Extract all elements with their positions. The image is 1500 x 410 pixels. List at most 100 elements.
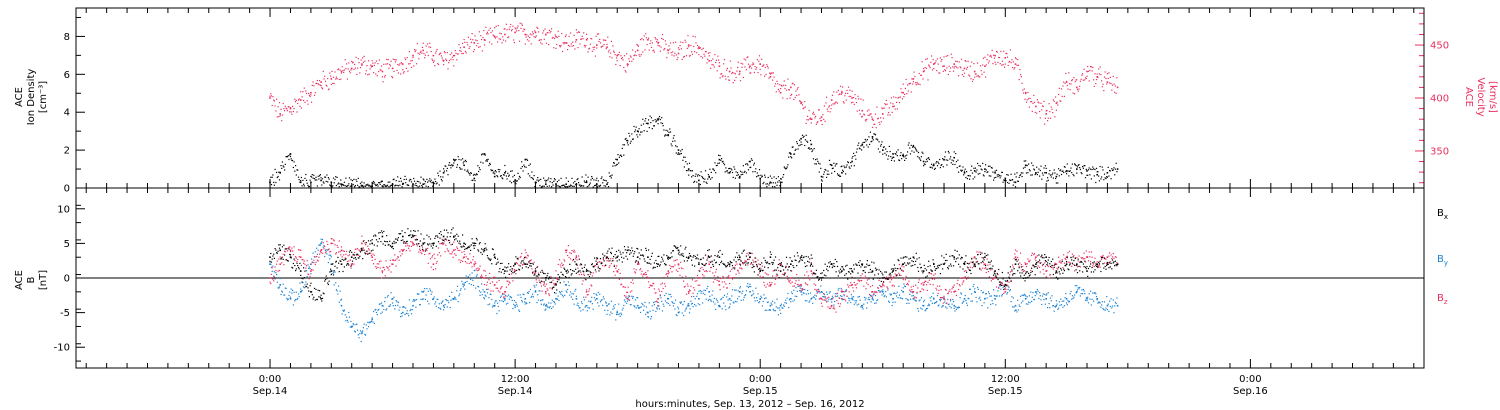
bz-dot-sample: [965, 270, 967, 272]
bz-dot-sample: [913, 297, 915, 299]
density-dot-sample: [1002, 181, 1004, 183]
velocity-dot-sample: [342, 69, 344, 72]
velocity-dot-sample: [520, 27, 522, 29]
bz-dot-sample: [445, 244, 447, 246]
bz-dot-sample: [436, 260, 438, 263]
bz-dot-sample: [775, 275, 777, 277]
bz-dot-sample: [643, 273, 645, 275]
density-dot-sample: [734, 177, 736, 179]
density-dot-sample: [890, 159, 893, 161]
by-dot-sample: [667, 297, 669, 300]
velocity-dot-sample: [457, 53, 459, 55]
bz-dot-sample: [624, 286, 626, 288]
by-dot-point: [861, 304, 864, 307]
velocity-dot-sample: [646, 44, 648, 46]
velocity-dot-sample: [308, 94, 310, 96]
velocity-dot-sample: [1081, 74, 1083, 76]
bz-dot-sample: [430, 266, 432, 268]
density-dot-sample: [290, 158, 292, 160]
bz-dot-point: [1024, 263, 1027, 265]
bz-dot-sample: [281, 256, 283, 258]
velocity-dot-sample: [402, 69, 404, 71]
velocity-dot-sample: [801, 101, 803, 103]
velocity-dot-sample: [522, 30, 524, 32]
by-dot-sample: [310, 273, 312, 275]
by-dot-point: [667, 298, 670, 300]
density-dot-sample: [277, 175, 279, 178]
velocity-dot-sample: [877, 118, 879, 120]
density-dot-sample: [880, 143, 882, 146]
density-dot-sample: [400, 177, 402, 179]
density-dot-sample: [477, 165, 479, 167]
by-dot-sample: [494, 300, 496, 302]
by-dot-sample: [586, 310, 588, 312]
density-dot-sample: [873, 133, 875, 135]
velocity-dot-sample: [961, 74, 963, 76]
velocity-dot-sample: [773, 76, 775, 78]
by-dot-sample: [1093, 300, 1095, 302]
bz-dot-sample: [1012, 264, 1014, 266]
velocity-dot-sample: [1091, 70, 1093, 72]
bz-dot-sample: [351, 263, 354, 265]
density-dot-sample: [367, 183, 369, 185]
by-dot-sample: [545, 308, 547, 310]
velocity-dot-sample: [559, 46, 561, 48]
velocity-dot-sample: [1104, 71, 1106, 73]
velocity-dot-sample: [561, 33, 563, 35]
velocity-dot-sample: [884, 103, 886, 105]
velocity-dot-sample: [410, 66, 413, 68]
bz-dot-sample: [709, 270, 711, 272]
velocity-dot-sample: [1002, 64, 1004, 66]
by-dot-sample: [907, 299, 909, 301]
bz-dot-sample: [753, 261, 755, 263]
by-dot-point: [647, 311, 649, 314]
density-dot-sample: [308, 185, 310, 188]
density-dot-point: [830, 164, 833, 167]
bz-dot-sample: [418, 251, 420, 253]
density-dot-sample: [746, 163, 748, 165]
density-dot-sample: [645, 122, 647, 124]
bz-dot-point: [391, 263, 394, 265]
by-dot-sample: [515, 301, 517, 303]
density-dot-sample: [589, 182, 591, 184]
velocity-dot-sample: [642, 51, 644, 53]
density-dot-sample: [811, 150, 813, 153]
velocity-dot-sample: [316, 79, 318, 82]
bz-dot-sample: [1016, 250, 1018, 252]
by-dot-sample: [508, 298, 510, 300]
density-dot-sample: [321, 184, 323, 186]
bz-dot-point: [585, 291, 588, 293]
density-dot-sample: [752, 171, 754, 173]
velocity-dot-sample: [381, 65, 383, 67]
velocity-dot-sample: [938, 72, 940, 74]
velocity-dot-sample: [1001, 64, 1003, 66]
by-dot-sample: [915, 300, 917, 302]
density-dot-point: [442, 172, 445, 174]
velocity-dot-sample: [748, 67, 750, 69]
by-dot-sample: [809, 300, 811, 302]
by-dot-sample: [506, 295, 508, 297]
by-dot-sample: [295, 299, 297, 301]
density-dot-sample: [989, 165, 991, 167]
by-dot-sample: [604, 309, 606, 311]
bz-dot-sample: [1028, 260, 1030, 262]
bz-dot-sample: [484, 270, 486, 272]
bz-dot-sample: [1087, 256, 1089, 258]
by-dot-sample: [901, 289, 903, 292]
density-dot-point: [994, 172, 996, 174]
by-dot-sample: [429, 290, 432, 292]
density-dot-sample: [897, 149, 899, 151]
velocity-dot-sample: [439, 52, 441, 55]
velocity-dot-sample: [607, 51, 610, 53]
velocity-dot-sample: [927, 79, 929, 81]
by-dot-sample: [637, 297, 639, 299]
bz-dot-sample: [704, 263, 707, 266]
velocity-dot-sample: [1080, 78, 1082, 80]
velocity-dot-sample: [535, 35, 537, 37]
velocity-dot-sample: [451, 56, 453, 58]
by-dot-sample: [920, 307, 922, 309]
by-dot-sample: [340, 298, 343, 300]
velocity-dot-sample: [879, 123, 881, 125]
density-dot-sample: [917, 156, 919, 158]
density-dot-sample: [1052, 177, 1054, 179]
